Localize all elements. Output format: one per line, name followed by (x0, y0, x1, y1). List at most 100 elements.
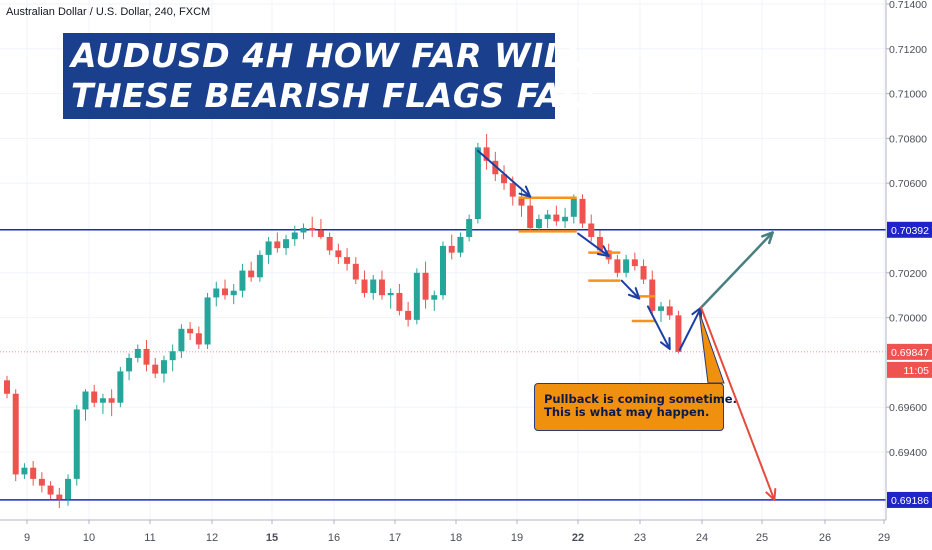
candle-body (126, 357, 133, 372)
countdown-label: 11:05 (904, 365, 930, 377)
candle-body (501, 174, 508, 184)
down-trend-arrow (476, 149, 532, 198)
candle-body (82, 391, 89, 410)
price-tick-label: 0.71400 (889, 0, 927, 11)
candle-body (160, 360, 167, 374)
candle-body (99, 398, 106, 403)
candle-body (335, 250, 342, 258)
candle-body (12, 393, 19, 475)
price-tick-label: 0.69600 (889, 402, 927, 414)
candle-body (457, 236, 464, 253)
candle-body (256, 254, 263, 278)
pullback-callout: Pullback is coming sometime. This is wha… (534, 383, 737, 431)
candle-body (108, 398, 115, 403)
candle-body (274, 241, 281, 249)
candle-body (361, 279, 368, 293)
candle-body (562, 216, 569, 222)
candle-body (352, 263, 359, 280)
candle-body (265, 241, 272, 255)
candle-body (143, 348, 150, 365)
candle-body (230, 290, 237, 296)
time-tick-label: 9 (24, 532, 30, 544)
candle-body (73, 409, 80, 479)
price-tick-label: 0.70800 (889, 133, 927, 145)
candle-body (152, 364, 159, 374)
candle-body (248, 270, 255, 278)
down-trend-arrow-head (659, 336, 671, 350)
candle-body (21, 467, 28, 475)
candle-body (509, 183, 516, 197)
candle-body (117, 371, 124, 403)
bearish-projection-arrow-head (765, 487, 777, 501)
price-tick-label: 0.71000 (889, 89, 927, 101)
candle-body (300, 228, 307, 233)
candle-body (38, 478, 45, 486)
candle-body (666, 306, 673, 316)
candle-body (431, 295, 438, 300)
candle-body (213, 288, 220, 298)
candle-body (178, 328, 185, 352)
current-price-label: 0.69847 (891, 347, 929, 359)
candle-body (47, 485, 54, 495)
candle-body (65, 478, 72, 500)
candle-body (396, 292, 403, 311)
candle-body (492, 160, 499, 175)
candle-body (239, 270, 246, 291)
time-tick-label: 26 (819, 532, 831, 544)
current-price-label-box (887, 343, 932, 360)
candle-body (570, 198, 577, 217)
candle-body (222, 288, 228, 296)
candle-body (675, 315, 682, 352)
title-line-1: AUDUSD 4H HOW FAR WILL (71, 36, 587, 75)
time-tick-label: 17 (389, 532, 401, 544)
price-tick-label: 0.70600 (889, 178, 927, 190)
candle-body (344, 257, 351, 264)
price-axis-bg (886, 0, 932, 550)
candle-body (640, 266, 647, 280)
time-tick-label: 15 (266, 532, 278, 544)
support-price-label-box (887, 491, 932, 508)
candle-body (623, 259, 630, 273)
time-tick-label: 12 (206, 532, 218, 544)
candle-body (56, 494, 63, 500)
time-tick-label: 29 (878, 532, 890, 544)
candle-body (169, 351, 176, 361)
candle-body (518, 196, 525, 206)
time-tick-label: 16 (328, 532, 340, 544)
bullish-projection-arrow-head (761, 231, 774, 245)
candle-body (474, 147, 481, 220)
candle-body (596, 236, 603, 251)
time-tick-label: 18 (450, 532, 462, 544)
price-tick-label: 0.70000 (889, 313, 927, 325)
candle-body (291, 232, 298, 240)
candle-body (527, 205, 534, 228)
resistance-price-label: 0.70392 (891, 225, 929, 237)
countdown-label-box (887, 361, 932, 378)
candle-body (195, 333, 202, 345)
candle-body (187, 328, 194, 334)
candle-body (483, 147, 490, 161)
time-tick-label: 11 (144, 532, 155, 544)
resistance-price-label-box (887, 221, 932, 238)
candle-body (422, 272, 429, 300)
down-trend-arrow-head (627, 287, 641, 300)
candle-body (405, 310, 412, 320)
candle-body (553, 214, 560, 222)
bearish-projection-arrow (700, 306, 776, 501)
title-line-2: THESE BEARISH FLAGS FALL (71, 76, 605, 115)
candle-body (544, 214, 551, 220)
candle-body (30, 467, 37, 479)
price-tick-label: 0.69400 (889, 447, 927, 459)
down-trend-arrow (646, 305, 671, 350)
candle-body (309, 228, 316, 231)
candle-body (413, 272, 420, 320)
down-trend-arrow-head (596, 245, 610, 257)
candle-body (4, 380, 10, 394)
candle-body (631, 259, 638, 267)
candle-body (440, 245, 446, 296)
down-trend-arrow (620, 279, 641, 300)
candle-body (579, 198, 586, 224)
time-tick-label: 22 (572, 532, 584, 544)
